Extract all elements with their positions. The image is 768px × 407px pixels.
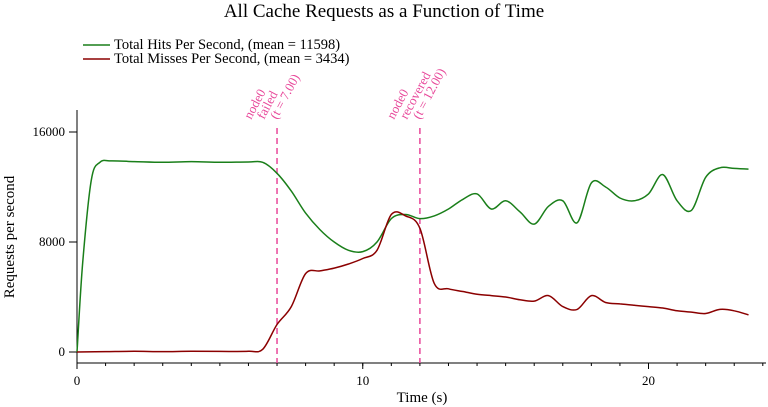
x-tick-label: 0 — [74, 373, 81, 388]
legend-label-misses: Total Misses Per Second, (mean = 3434) — [114, 51, 350, 67]
x-axis-label: Time (s) — [397, 390, 448, 406]
series-line-misses — [76, 211, 749, 353]
x-tick-label: 10 — [356, 373, 369, 388]
legend-label-hits: Total Hits Per Second, (mean = 11598) — [114, 37, 340, 53]
x-tick-label: 20 — [642, 373, 655, 388]
axes: 0 10 20 0 8000 16000 — [33, 110, 766, 388]
series-lines — [76, 159, 749, 353]
y-tick-label: 0 — [59, 344, 66, 359]
chart-title: All Cache Requests as a Function of Time — [224, 1, 544, 22]
series-line-hits — [76, 159, 749, 353]
y-axis-label: Requests per second — [2, 175, 18, 298]
y-tick-label: 8000 — [39, 234, 65, 249]
legend: Total Hits Per Second, (mean = 11598) To… — [83, 37, 350, 67]
y-tick-label: 16000 — [33, 124, 66, 139]
